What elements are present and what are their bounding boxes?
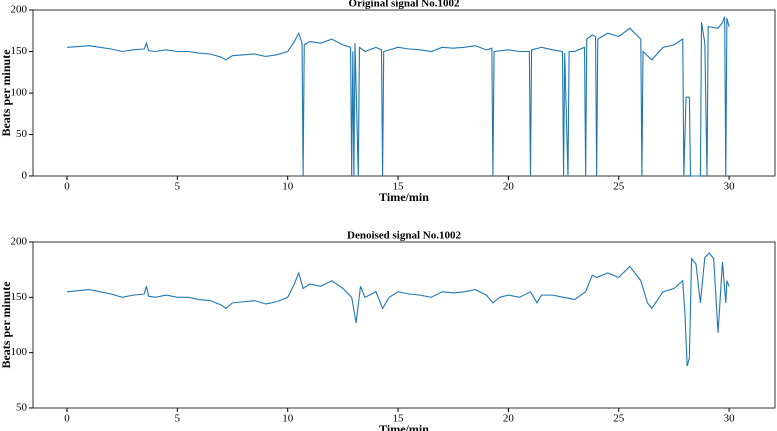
x-axis-label: Time/min xyxy=(379,422,429,431)
x-tick-label: 10 xyxy=(282,413,294,425)
chart-title: Denoised signal No.1002 xyxy=(347,230,461,242)
signal-line xyxy=(66,16,730,177)
y-tick-label: 200 xyxy=(11,236,28,248)
x-tick-label: 5 xyxy=(175,413,181,425)
chart-title: Original signal No.1002 xyxy=(349,0,460,10)
x-tick-label: 30 xyxy=(724,181,736,193)
x-tick-label: 0 xyxy=(64,181,70,193)
y-tick-label: 150 xyxy=(11,45,28,57)
plot-frame xyxy=(32,241,776,409)
x-tick-label: 20 xyxy=(503,181,515,193)
x-tick-label: 10 xyxy=(282,181,294,193)
y-tick-label: 200 xyxy=(11,4,28,16)
y-tick-label: 100 xyxy=(11,346,28,358)
y-tick-label: 150 xyxy=(11,291,28,303)
x-axis-label: Time/min xyxy=(379,190,429,204)
x-tick-label: 30 xyxy=(724,413,736,425)
x-tick-label: 15 xyxy=(393,413,405,425)
y-axis-label: Beats per minute xyxy=(0,281,13,369)
signal-line xyxy=(66,252,730,367)
y-tick-label: 50 xyxy=(16,128,28,140)
x-tick-label: 20 xyxy=(503,413,515,425)
x-tick-label: 0 xyxy=(64,413,70,425)
x-tick-label: 25 xyxy=(613,413,625,425)
x-tick-label: 5 xyxy=(175,181,181,193)
y-tick-label: 50 xyxy=(16,402,28,414)
x-tick-label: 25 xyxy=(613,181,625,193)
y-tick-label: 100 xyxy=(11,87,28,99)
y-axis-label: Beats per minute xyxy=(0,49,13,137)
y-tick-label: 0 xyxy=(22,170,28,182)
plot-frame xyxy=(32,9,776,177)
x-tick-label: 15 xyxy=(393,181,405,193)
